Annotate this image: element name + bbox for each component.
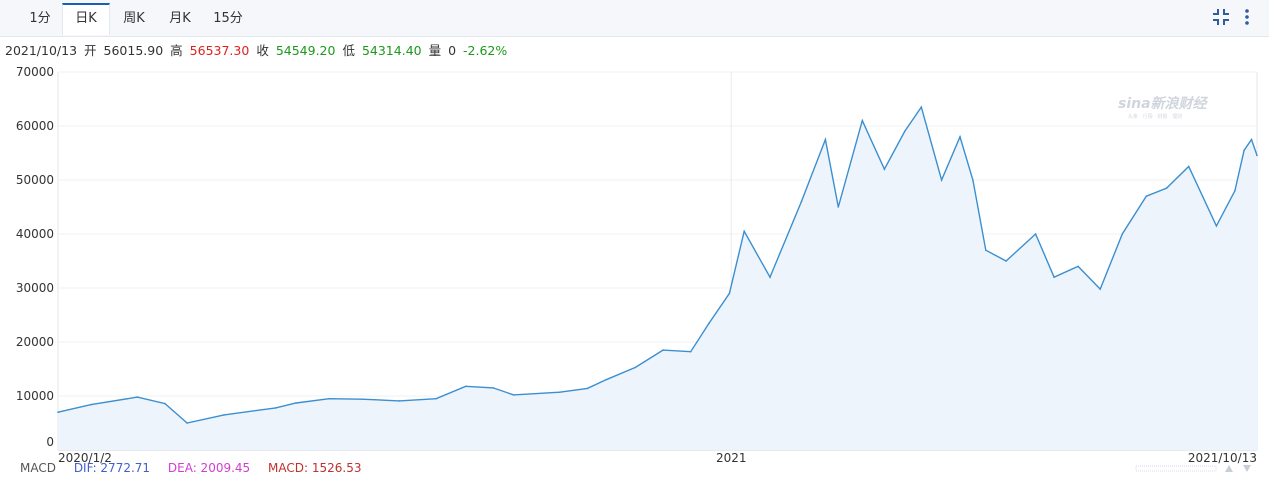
volume-label: 量 (428, 43, 442, 58)
price-point (90, 403, 92, 406)
scroll-up-icon[interactable] (1225, 465, 1233, 472)
tab-monthly-k[interactable]: 月K (169, 11, 191, 26)
price-point (1005, 260, 1007, 262)
price-point (57, 411, 59, 414)
tab-15min[interactable]: 15分 (213, 11, 243, 26)
quote-summary: 2021/10/13 开 56015.90 高 56537.30 收 54549… (5, 40, 510, 58)
price-point (662, 349, 664, 351)
price-point (903, 130, 906, 133)
price-point (1121, 233, 1124, 235)
price-point (837, 206, 840, 208)
price-point (743, 230, 745, 233)
price-point (883, 168, 886, 170)
price-series (57, 105, 1258, 450)
price-point (861, 119, 864, 122)
price-point (361, 398, 364, 401)
price-point (1077, 265, 1079, 268)
watermark-text: sina新浪财经 (1118, 95, 1209, 112)
price-point (1256, 154, 1258, 157)
y-tick-label: 20000 (16, 335, 54, 349)
open-label: 开 (84, 43, 97, 58)
y-tick-label: 50000 (16, 173, 54, 187)
price-point (689, 350, 692, 353)
macd-dea: DEA: 2009.45 (167, 461, 251, 475)
price-point (769, 276, 771, 279)
price-point (1165, 187, 1168, 189)
price-point (985, 249, 987, 251)
y-tick-label: 70000 (16, 65, 54, 79)
price-point (558, 391, 561, 394)
period-tab-bar: 1分 日K 周K 月K 15分 (0, 0, 1269, 37)
macd-dif: DIF: 2772.71 (73, 461, 151, 475)
high-label: 高 (170, 43, 183, 58)
price-point (492, 387, 495, 389)
more-vertical-icon[interactable] (1240, 6, 1254, 28)
x-tick-label: 2021/10/13 (1188, 451, 1257, 465)
y-tick-label: 10000 (16, 389, 54, 403)
price-point (605, 379, 607, 381)
scroll-handle[interactable] (1135, 465, 1251, 472)
price-point (824, 138, 827, 141)
price-point (164, 402, 166, 405)
price-point (512, 394, 515, 396)
macd-indicator-row: MACD DIF: 2772.71 DEA: 2009.45 MACD: 152… (20, 461, 375, 475)
macd-value: MACD: 1526.53 (268, 461, 362, 475)
price-point (274, 407, 277, 409)
open-value: 56015.90 (103, 43, 164, 58)
high-value: 56537.30 (189, 43, 250, 58)
price-point (1234, 190, 1236, 192)
price-point (136, 396, 139, 398)
y-axis: 0 10000 20000 30000 40000 50000 60000 70000 (16, 65, 54, 449)
volume-value: 0 (448, 43, 457, 58)
collapse-icon[interactable] (1210, 6, 1232, 28)
tab-1min[interactable]: 1分 (29, 11, 51, 26)
y-tick-label: 30000 (16, 281, 54, 295)
price-point (1145, 195, 1148, 197)
y-tick-label: 60000 (16, 119, 54, 133)
price-point (1034, 233, 1037, 235)
price-point (328, 397, 331, 400)
price-point (398, 400, 401, 402)
price-point (1099, 288, 1101, 290)
price-point (920, 106, 923, 108)
price-point (708, 322, 710, 324)
x-tick-label: 2021 (716, 451, 747, 465)
price-point (940, 179, 943, 181)
close-label: 收 (256, 43, 269, 58)
low-label: 低 (342, 43, 355, 58)
price-area-fill (58, 107, 1257, 450)
price-point (1215, 225, 1218, 227)
price-point (295, 402, 297, 404)
x-axis: 2020/1/2 2021 2021/10/13 (58, 451, 1257, 465)
price-point (464, 385, 467, 388)
tab-daily-k[interactable]: 日K (62, 3, 110, 35)
price-point (634, 366, 637, 369)
price-point (186, 422, 188, 424)
price-point (959, 136, 961, 138)
price-point (800, 200, 803, 203)
y-tick-label: 0 (46, 435, 54, 449)
tab-weekly-k[interactable]: 周K (123, 11, 145, 26)
quote-date: 2021/10/13 (5, 43, 78, 58)
price-point (1053, 276, 1055, 279)
price-point (972, 179, 974, 181)
low-value: 54314.40 (361, 43, 422, 58)
price-point (728, 292, 731, 295)
sina-watermark: sina新浪财经 头条 · 行情 · 财报 · 理财 (1118, 95, 1209, 120)
price-point (586, 387, 589, 390)
price-point (1187, 165, 1190, 168)
macd-label[interactable]: MACD (20, 461, 56, 475)
y-tick-label: 40000 (16, 227, 54, 241)
x-tick-label: 2020/1/2 (58, 451, 112, 465)
price-point (1243, 149, 1245, 152)
price-point (223, 414, 225, 416)
price-line (57, 105, 1258, 424)
price-point (1250, 138, 1253, 141)
price-point (435, 397, 437, 400)
scroll-down-icon[interactable] (1243, 465, 1251, 472)
change-percent: -2.62% (463, 43, 508, 58)
close-value: 54549.20 (275, 43, 336, 58)
watermark-subtext: 头条 · 行情 · 财报 · 理财 (1128, 113, 1182, 120)
